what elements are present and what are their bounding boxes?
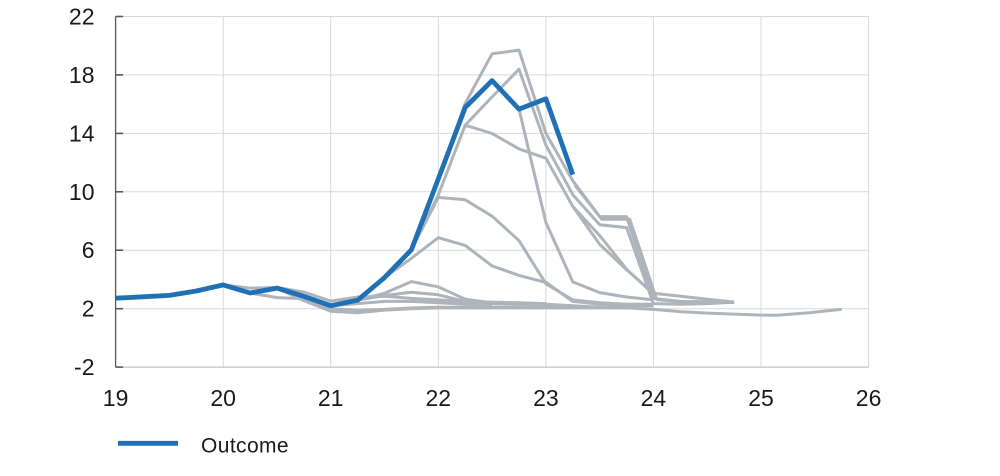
svg-text:2: 2 bbox=[82, 296, 95, 322]
svg-text:Outcome: Outcome bbox=[201, 435, 289, 458]
svg-text:10: 10 bbox=[69, 179, 95, 205]
svg-text:19: 19 bbox=[103, 385, 129, 411]
svg-text:18: 18 bbox=[69, 62, 95, 88]
svg-text:23: 23 bbox=[533, 385, 559, 411]
svg-text:14: 14 bbox=[69, 120, 95, 146]
svg-text:20: 20 bbox=[210, 385, 236, 411]
svg-text:-2: -2 bbox=[74, 354, 94, 380]
svg-text:6: 6 bbox=[82, 237, 95, 263]
svg-text:26: 26 bbox=[856, 385, 882, 411]
svg-text:21: 21 bbox=[318, 385, 344, 411]
svg-text:22: 22 bbox=[426, 385, 452, 411]
svg-text:24: 24 bbox=[641, 385, 667, 411]
svg-text:25: 25 bbox=[748, 385, 774, 411]
svg-text:22: 22 bbox=[69, 4, 95, 30]
